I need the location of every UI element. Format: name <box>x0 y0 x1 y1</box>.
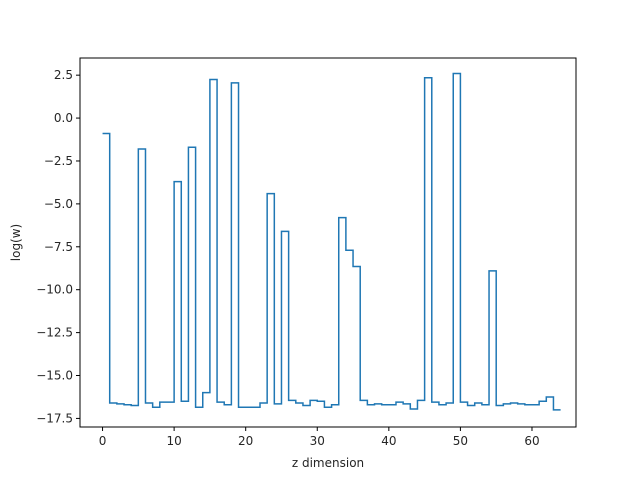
y-tick-label: 2.5 <box>54 68 73 82</box>
y-tick-label: −7.5 <box>44 240 73 254</box>
x-tick-label: 30 <box>310 434 325 448</box>
x-tick-label: 10 <box>166 434 181 448</box>
y-tick-label: −10.0 <box>36 283 73 297</box>
y-axis-label: log(w) <box>9 224 23 261</box>
x-axis-label: z dimension <box>292 456 364 470</box>
axes-frame <box>79 57 577 428</box>
y-tick-label: −17.5 <box>36 411 73 425</box>
x-tick-label: 50 <box>453 434 468 448</box>
y-tick-label: −15.0 <box>36 369 73 383</box>
x-tick-label: 60 <box>524 434 539 448</box>
plot-area <box>102 72 561 411</box>
x-axis-ticks: 0 10 20 30 40 50 60 <box>99 427 540 448</box>
x-tick-label: 0 <box>99 434 107 448</box>
y-tick-label: −2.5 <box>44 154 73 168</box>
y-tick-label: 0.0 <box>54 111 73 125</box>
y-tick-label: −12.5 <box>36 326 73 340</box>
series-step-line <box>102 72 561 411</box>
y-tick-label: −5.0 <box>44 197 73 211</box>
x-tick-label: 20 <box>238 434 253 448</box>
x-tick-label: 40 <box>381 434 396 448</box>
y-axis-ticks: −17.5 −15.0 −12.5 −10.0 −7.5 −5.0 −2.5 0.0 2.5 <box>36 68 80 425</box>
